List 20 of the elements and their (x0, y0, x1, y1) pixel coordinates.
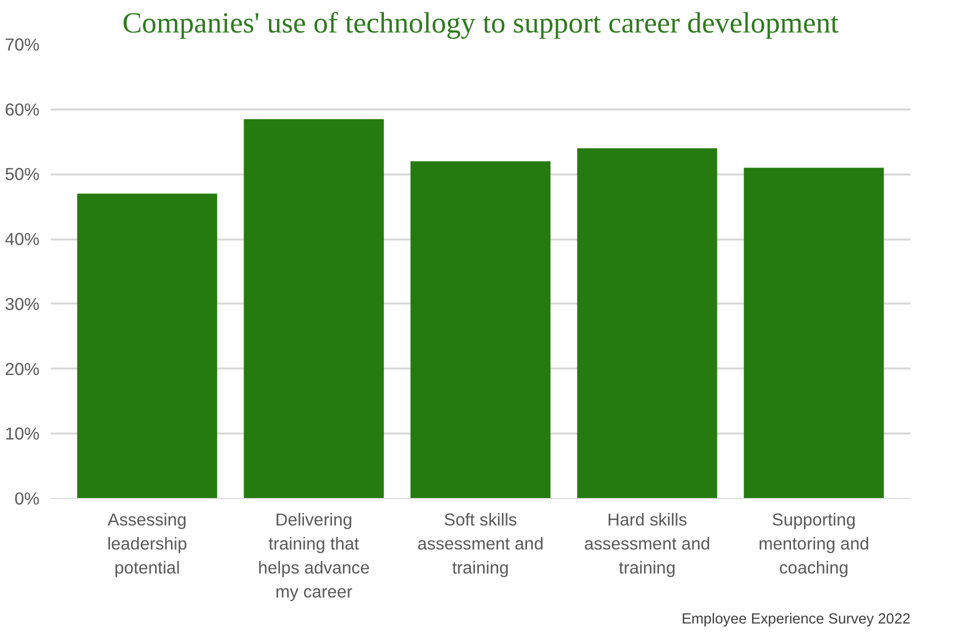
bar (744, 168, 884, 498)
y-tick-label: 50% (4, 164, 40, 184)
bar (244, 119, 384, 498)
x-tick-label: Soft skills assessment and training (417, 510, 544, 578)
bar (410, 161, 550, 498)
x-tick-label: Hard skills assessment and training (584, 510, 710, 578)
y-tick-label: 30% (4, 294, 40, 314)
x-tick-label: Assessing leadership potential (107, 510, 188, 578)
y-tick-label: 40% (4, 229, 40, 250)
y-tick-label: 10% (4, 424, 40, 444)
x-tick-label: Supporting mentoring and coaching (758, 510, 870, 578)
chart-title: Companies' use of technology to support career development (122, 8, 839, 40)
y-tick-label: 0% (14, 488, 40, 508)
y-tick-label: 60% (4, 99, 40, 120)
bar (77, 194, 218, 498)
text: Employee Experience Survey 2022 (682, 612, 911, 628)
y-tick-label: 70% (4, 34, 40, 54)
bar (577, 148, 718, 498)
y-tick-label: 20% (4, 358, 40, 379)
x-tick-label: Delivering training that helps advance my career (258, 510, 370, 602)
